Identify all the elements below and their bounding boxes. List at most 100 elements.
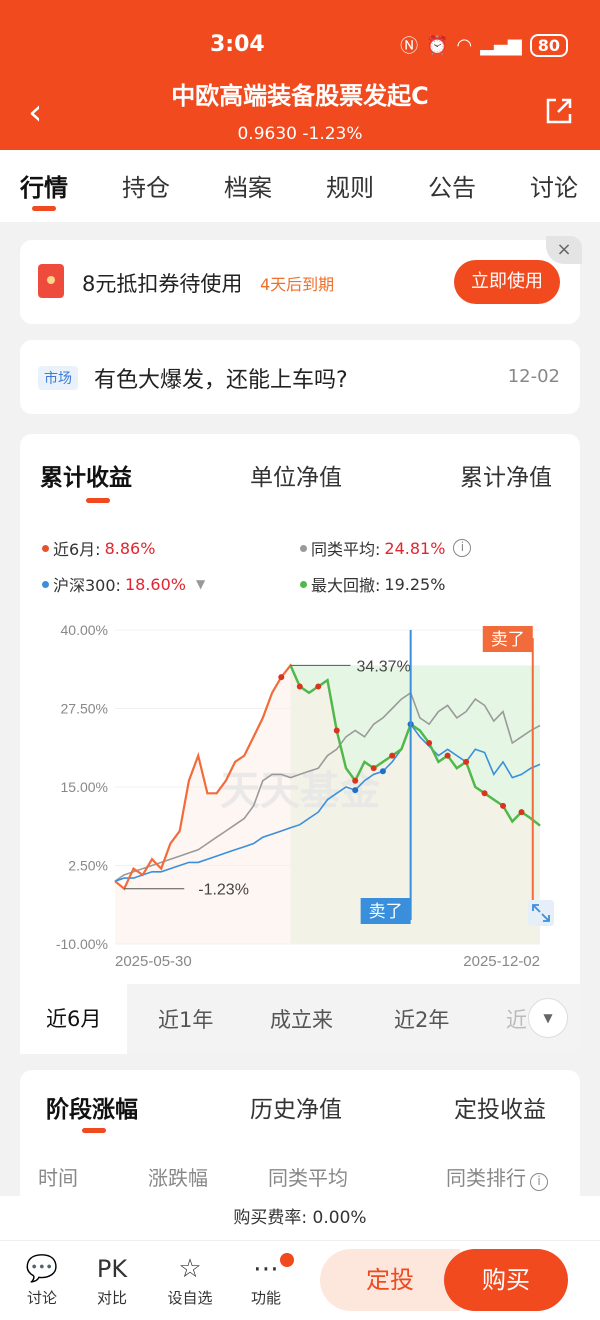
trade-point	[379, 768, 386, 775]
legend-fund-value: 8.86%	[104, 538, 156, 558]
share-icon[interactable]	[544, 96, 574, 126]
status-icons: Ⓝ ⏰ ◠ ▂▄▆ 80	[400, 32, 568, 58]
trade-point	[389, 752, 396, 759]
legend-fund: 近6月: 8.86%	[42, 536, 155, 560]
legend-avg-dot	[300, 544, 307, 552]
header-bar: 3:04 Ⓝ ⏰ ◠ ▂▄▆ 80 ‹ 中欧高端装备股票发起C 0.9630 -…	[0, 0, 600, 150]
add-watchlist-button[interactable]: ☆ 设自选	[160, 1251, 220, 1308]
low-label: -1.23%	[198, 882, 249, 899]
tab-announcements[interactable]: 公告	[428, 174, 476, 202]
col-rank-label: 同类排行	[446, 1166, 526, 1190]
tab-discussion[interactable]: 讨论	[530, 174, 578, 202]
battery-icon: 80	[529, 33, 568, 57]
use-coupon-button[interactable]: 立即使用	[454, 260, 560, 304]
legend-fund-label: 近6月:	[53, 540, 101, 559]
col-time: 时间	[38, 1166, 78, 1190]
discuss-button[interactable]: 💬 讨论	[12, 1251, 72, 1308]
tab-indicator	[32, 206, 56, 211]
functions-label: 功能	[250, 1289, 281, 1307]
info-icon[interactable]: i	[453, 539, 472, 557]
chat-icon: 💬	[25, 1254, 59, 1284]
tab-history-nav[interactable]: 历史净值	[250, 1097, 342, 1123]
status-time: 3:04	[210, 32, 265, 57]
period-since-inception[interactable]: 成立来	[270, 1008, 333, 1032]
period-2y[interactable]: 近2年	[394, 1008, 450, 1032]
peer-average-line	[114, 691, 541, 882]
return-chart[interactable]: 40.00% 27.50% 15.00% 2.50% -10.00% 2025-05-30…	[20, 614, 580, 974]
red-packet-icon	[38, 264, 64, 298]
legend-drawdown: 最大回撤: 19.25%	[300, 572, 445, 596]
dropdown-icon[interactable]: ▼	[195, 577, 206, 591]
legend-avg-label: 同类平均:	[311, 540, 381, 559]
back-icon[interactable]: ‹	[28, 92, 43, 133]
wifi-icon: ◠	[456, 34, 473, 56]
hs300-line	[114, 722, 541, 882]
col-rank: 同类排行 i	[446, 1162, 548, 1191]
tab-market[interactable]: 行情	[20, 174, 68, 202]
tab-holdings[interactable]: 持仓	[122, 174, 170, 202]
legend-fund-dot	[42, 544, 49, 552]
coupon-card: 8元抵扣券待使用 4天后到期 立即使用 ×	[20, 236, 582, 324]
legend-drawdown-value: 19.25%	[384, 574, 446, 594]
y-tick-label: 2.50%	[68, 858, 108, 874]
high-label: 34.37%	[357, 658, 411, 675]
compare-button[interactable]: PK 对比	[82, 1251, 142, 1308]
news-tag: 市场	[38, 366, 78, 390]
sell-tag-red	[482, 626, 533, 652]
col-change: 涨跌幅	[148, 1166, 208, 1190]
sell-tag-blue	[360, 898, 411, 924]
trade-point	[333, 727, 340, 734]
trade-point	[500, 802, 507, 809]
chart-tab-indicator	[86, 498, 110, 503]
trade-point	[352, 777, 359, 784]
legend-avg-value: 24.81%	[384, 538, 446, 558]
tab-unit-nav[interactable]: 单位净值	[250, 465, 342, 491]
functions-button[interactable]: ⋯ 功能	[236, 1251, 296, 1308]
legend-drawdown-dot	[300, 580, 307, 588]
add-watchlist-label: 设自选	[167, 1289, 213, 1307]
legend-avg: 同类平均: 24.81% i	[300, 536, 472, 560]
sip-button[interactable]: 定投	[320, 1249, 460, 1311]
legend-hs300-dot	[42, 580, 49, 588]
period-more[interactable]: 近	[506, 1008, 527, 1032]
y-tick-label: 27.50%	[61, 701, 108, 717]
stage-tab-indicator	[82, 1128, 106, 1133]
tab-sip-return[interactable]: 定投收益	[454, 1097, 546, 1123]
period-selector: 近6月 近1年 成立来 近2年 近 ▼	[20, 984, 580, 1054]
y-tick-label: -10.00%	[56, 936, 108, 952]
period-6m[interactable]: 近6月	[20, 984, 128, 1054]
legend-drawdown-label: 最大回撤:	[311, 576, 381, 595]
rank-info-icon[interactable]: i	[530, 1173, 548, 1191]
tab-profile[interactable]: 档案	[224, 174, 272, 202]
notification-dot	[280, 1253, 294, 1267]
trade-point	[518, 809, 525, 816]
tab-stage-return[interactable]: 阶段涨幅	[46, 1097, 138, 1123]
trade-point	[352, 787, 359, 794]
x-tick-label: 2025-05-30	[115, 953, 192, 970]
news-headline[interactable]: 有色大爆发，还能上车吗?	[94, 368, 348, 393]
trade-point	[444, 752, 451, 759]
star-icon: ☆	[178, 1254, 202, 1284]
status-bar: 3:04 Ⓝ ⏰ ◠ ▂▄▆ 80	[0, 30, 600, 60]
tab-cumulative-return[interactable]: 累计收益	[40, 465, 132, 491]
buy-button[interactable]: 购买	[444, 1249, 568, 1311]
trade-point	[315, 683, 322, 690]
legend-hs300[interactable]: 沪深300: 18.60% ▼	[42, 572, 205, 596]
coupon-expire: 4天后到期	[260, 275, 335, 294]
pk-icon: PK	[96, 1255, 128, 1283]
fullscreen-icon[interactable]	[528, 900, 554, 926]
coupon-text: 8元抵扣券待使用	[82, 272, 243, 296]
tab-rules[interactable]: 规则	[326, 174, 374, 202]
trade-point	[370, 765, 377, 772]
sell-label-red: 卖了	[491, 630, 525, 649]
y-tick-label: 40.00%	[61, 622, 108, 638]
purchase-fee: 购买费率: 0.00%	[0, 1196, 600, 1240]
sell-label-blue: 卖了	[369, 902, 403, 921]
period-1y[interactable]: 近1年	[158, 1008, 214, 1032]
close-icon[interactable]: ×	[546, 236, 582, 264]
tab-cumulative-nav[interactable]: 累计净值	[460, 465, 552, 491]
news-card[interactable]: 市场 有色大爆发，还能上车吗? 12-02	[20, 340, 580, 414]
page-title: 中欧高端装备股票发起C	[171, 82, 429, 110]
bottom-bar: 💬 讨论 PK 对比 ☆ 设自选 ⋯ 功能 定投 购买	[0, 1240, 600, 1320]
expand-periods-icon[interactable]: ▼	[528, 998, 568, 1038]
